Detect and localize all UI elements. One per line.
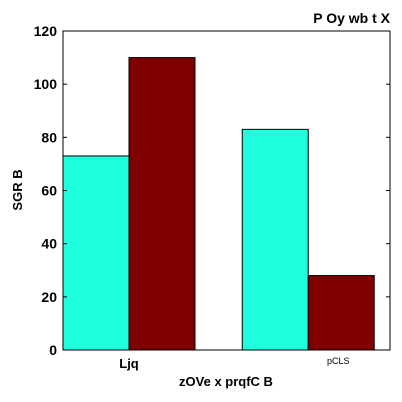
x-tick-label-ljq: Ljq [119,356,139,371]
y-tick-label: 40 [41,236,57,252]
bar-ljq-series-1 [62,155,130,351]
bar-ljq-series-2 [128,57,196,351]
bar-pcls-series-1 [241,128,309,351]
bars-group [62,57,375,351]
x-axis-label: zOVe x prqfC B [179,374,273,389]
chart-title: P Oy wb t X [313,10,390,26]
y-axis: 0 20 40 60 80 100 120 [34,23,390,358]
y-tick-label: 0 [49,342,57,358]
x-tick-label-pcls: pCLS [327,356,350,366]
y-tick-label: 80 [41,129,57,145]
y-tick-label: 60 [41,183,57,199]
y-axis-label: SGR B [10,169,25,210]
bar-pcls-series-2 [307,275,375,351]
y-tick-label: 120 [34,23,58,39]
x-axis: Ljq pCLS [119,346,350,371]
y-tick-label: 100 [34,76,58,92]
y-tick-label: 20 [41,289,57,305]
